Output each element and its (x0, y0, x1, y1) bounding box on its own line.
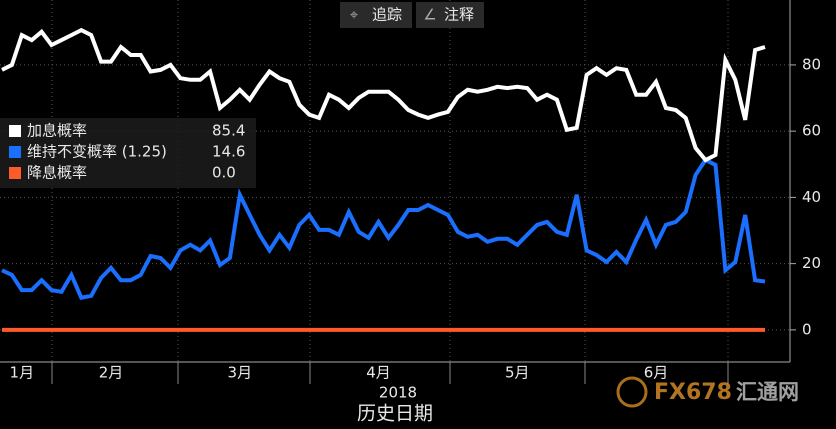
annotate-label[interactable]: 注释 (444, 6, 474, 24)
y-tick-label: 20 (802, 254, 821, 272)
watermark-brand: FX678 (654, 380, 732, 405)
y-tick-label: 0 (802, 320, 812, 338)
watermark: FX678 汇通网 (616, 376, 799, 408)
legend: 加息概率 85.4 维持不变概率 (1.25) 14.6 降息概率 0.0 (0, 118, 256, 188)
annotate-button[interactable] (416, 2, 484, 28)
legend-value: 14.6 (212, 143, 245, 161)
legend-swatch (9, 125, 21, 137)
x-tick-label: 2月 (99, 364, 124, 382)
legend-box (0, 118, 256, 188)
x-tick-label: 6月 (644, 364, 669, 382)
x-tick-label: 4月 (366, 364, 391, 382)
year-label: 2018 (379, 384, 417, 402)
legend-swatch (9, 167, 21, 179)
y-tick-label: 40 (802, 188, 821, 206)
legend-value: 0.0 (212, 164, 236, 182)
track-icon: ⌖ (350, 6, 359, 24)
watermark-site: 汇通网 (736, 380, 799, 404)
series-line (1, 27, 766, 163)
x-tick-label: 5月 (505, 364, 530, 382)
x-tick-label: 1月 (10, 364, 35, 382)
toolbar: ⌖ 追踪 ∠ 注释 (340, 2, 484, 28)
track-button[interactable] (340, 2, 412, 28)
legend-label: 降息概率 (27, 164, 87, 182)
y-tick-label: 60 (802, 122, 821, 140)
x-tick-label: 3月 (228, 364, 253, 382)
legend-label: 维持不变概率 (1.25) (27, 143, 167, 161)
x-axis-title: 历史日期 (357, 403, 433, 425)
series-line (1, 157, 766, 300)
month-separators (51, 0, 729, 384)
plot (0, 27, 796, 332)
annotate-icon: ∠ (423, 6, 436, 24)
track-label[interactable]: 追踪 (372, 6, 402, 24)
legend-value: 85.4 (212, 122, 245, 140)
legend-label: 加息概率 (27, 122, 87, 140)
y-tick-label: 80 (802, 55, 821, 73)
legend-swatch (9, 146, 21, 158)
